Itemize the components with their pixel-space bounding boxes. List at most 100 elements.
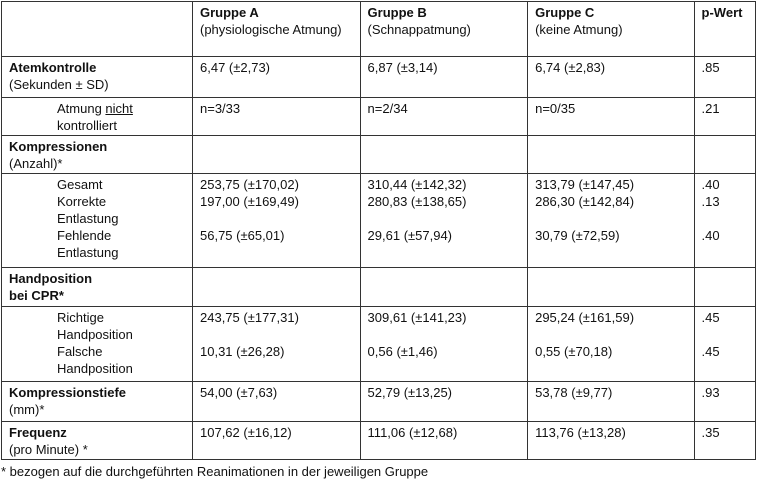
c-gesamt: 313,79 (±147,45) [535,177,635,192]
handposition-detail-c: 295,24 (±161,59) 0,55 (±70,18) [527,306,695,382]
p-fehlende: .40 [701,228,720,243]
atmung-nicht-p: .21 [693,97,757,136]
kompressionen-detail-b: 310,44 (±142,32) 280,83 (±138,65) 29,61 … [359,173,529,268]
row-handposition-detail: Richtige Handposition Falsche Handpositi… [1,306,757,382]
spacer [368,210,521,227]
kompressionen-c-empty [527,135,695,174]
c-richtige: 295,24 (±161,59) [535,310,635,325]
spacer [200,326,353,343]
kompressionstiefe-b: 52,79 (±13,25) [359,381,529,422]
kompressionen-a-empty [192,135,361,174]
row-kompressionen: Kompressionen (Anzahl)* [1,135,757,174]
table-footnote: * bezogen auf die durchgeführten Reanima… [1,464,429,479]
spacer [702,210,748,227]
gruppe-b-subtitle: (Schnappatmung) [367,22,471,37]
p-korrekte: .13 [701,194,720,209]
b-fehlende: 29,61 (±57,94) [367,228,453,243]
nicht-underlined: nicht [105,101,133,116]
row-handposition: Handposition bei CPR* [1,267,757,307]
row-frequenz: Frequenz (pro Minute) * 107,62 (±16,12) … [1,421,757,460]
handposition-detail-b: 309,61 (±141,23) 0,56 (±1,46) [359,306,529,382]
atemkontrolle-a: 6,47 (±2,73) [192,56,361,98]
atmung-nicht-label-cell: Atmung nicht kontrolliert [1,97,193,136]
kompressionstiefe-p: .93 [693,381,757,422]
entlastung-label-1: Entlastung [57,211,119,226]
handposition-label-2: bei CPR* [9,288,64,303]
korrekte-label: Korrekte [57,194,107,209]
handposition-c-empty [527,267,695,307]
b-falsche: 0,56 (±1,46) [367,344,438,359]
handposition-b-empty [359,267,529,307]
atemkontrolle-p: .85 [693,56,757,98]
atemkontrolle-label: Atemkontrolle [9,60,97,75]
frequenz-c: 113,76 (±13,28) [527,421,695,460]
a-korrekte: 197,00 (±169,49) [200,194,299,209]
frequenz-label-cell: Frequenz (pro Minute) * [1,421,193,460]
frequenz-label: Frequenz [9,425,67,440]
kompressionen-label-cell: Kompressionen (Anzahl)* [1,135,193,174]
kompressionen-detail-a: 253,75 (±170,02) 197,00 (±169,49) 56,75 … [192,173,361,268]
entlastung-label-2: Entlastung [57,245,119,260]
header-row: Gruppe A (physiologische Atmung) Gruppe … [1,1,757,57]
spacer [535,326,686,343]
kompressionen-p-empty [693,135,757,174]
kompressionstiefe-sublabel: (mm)* [9,402,45,417]
handposition-p-empty [693,267,757,307]
handposition-label-cell: Handposition bei CPR* [1,267,193,307]
handposition-label-b: Handposition [57,361,133,376]
handposition-label-a: Handposition [57,327,133,342]
a-falsche: 10,31 (±26,28) [200,344,285,359]
kontrolliert-label: kontrolliert [57,118,117,133]
spacer [535,210,686,227]
row-kompressionstiefe: Kompressionstiefe (mm)* 54,00 (±7,63) 52… [1,381,757,422]
frequenz-sublabel: (pro Minute) * [9,442,88,457]
kompressionen-detail-p: .40 .13 .40 [693,173,757,268]
a-gesamt: 253,75 (±170,02) [200,177,299,192]
frequenz-p: .35 [693,421,757,460]
atemkontrolle-label-cell: Atemkontrolle (Sekunden ± SD) [1,56,193,98]
atemkontrolle-b: 6,87 (±3,14) [359,56,529,98]
kompressionen-sublabel: (Anzahl)* [9,156,63,171]
kompressionstiefe-label-cell: Kompressionstiefe (mm)* [1,381,193,422]
atmung-nicht-label-line1: Atmung nicht [57,100,185,117]
header-gruppe-a: Gruppe A (physiologische Atmung) [192,1,361,57]
gruppe-c-subtitle: (keine Atmung) [535,22,623,37]
kompressionstiefe-a: 54,00 (±7,63) [192,381,361,422]
p-wert-title: p-Wert [701,5,743,20]
spacer [702,326,748,343]
frequenz-a: 107,62 (±16,12) [192,421,361,460]
atmung-nicht-b: n=2/34 [359,97,529,136]
spacer [368,326,521,343]
a-fehlende: 56,75 (±65,01) [200,228,285,243]
gruppe-a-subtitle: (physiologische Atmung) [200,22,342,37]
c-falsche: 0,55 (±70,18) [535,344,613,359]
atemkontrolle-sublabel: (Sekunden ± SD) [9,77,109,92]
kompressionen-label: Kompressionen [9,139,108,154]
row-atmung-nicht-kontrolliert: Atmung nicht kontrolliert n=3/33 n=2/34 … [1,97,757,136]
header-empty-cell [1,1,193,57]
b-korrekte: 280,83 (±138,65) [367,194,467,209]
p-falsche: .45 [701,344,720,359]
handposition-label-1: Handposition [9,271,93,286]
gruppe-b-title: Gruppe B [367,5,427,20]
atmung-label-pre: Atmung [57,101,106,116]
p-gesamt: .40 [701,177,720,192]
gesamt-label: Gesamt [57,177,103,192]
handposition-detail-labels: Richtige Handposition Falsche Handpositi… [1,306,193,382]
spacer [200,210,353,227]
b-gesamt: 310,44 (±142,32) [367,177,467,192]
gruppe-a-title: Gruppe A [200,5,259,20]
handposition-a-empty [192,267,361,307]
results-table: Gruppe A (physiologische Atmung) Gruppe … [1,1,757,460]
row-kompressionen-detail: Gesamt Korrekte Entlastung Fehlende Entl… [1,173,757,268]
header-gruppe-c: Gruppe C (keine Atmung) [527,1,695,57]
c-fehlende: 30,79 (±72,59) [535,228,620,243]
richtige-label: Richtige [57,310,104,325]
p-richtige: .45 [701,310,720,325]
frequenz-b: 111,06 (±12,68) [359,421,529,460]
kompressionen-detail-c: 313,79 (±147,45) 286,30 (±142,84) 30,79 … [527,173,695,268]
kompressionen-b-empty [359,135,529,174]
kompressionen-detail-labels: Gesamt Korrekte Entlastung Fehlende Entl… [1,173,193,268]
a-richtige: 243,75 (±177,31) [200,310,299,325]
kompressionstiefe-c: 53,78 (±9,77) [527,381,695,422]
